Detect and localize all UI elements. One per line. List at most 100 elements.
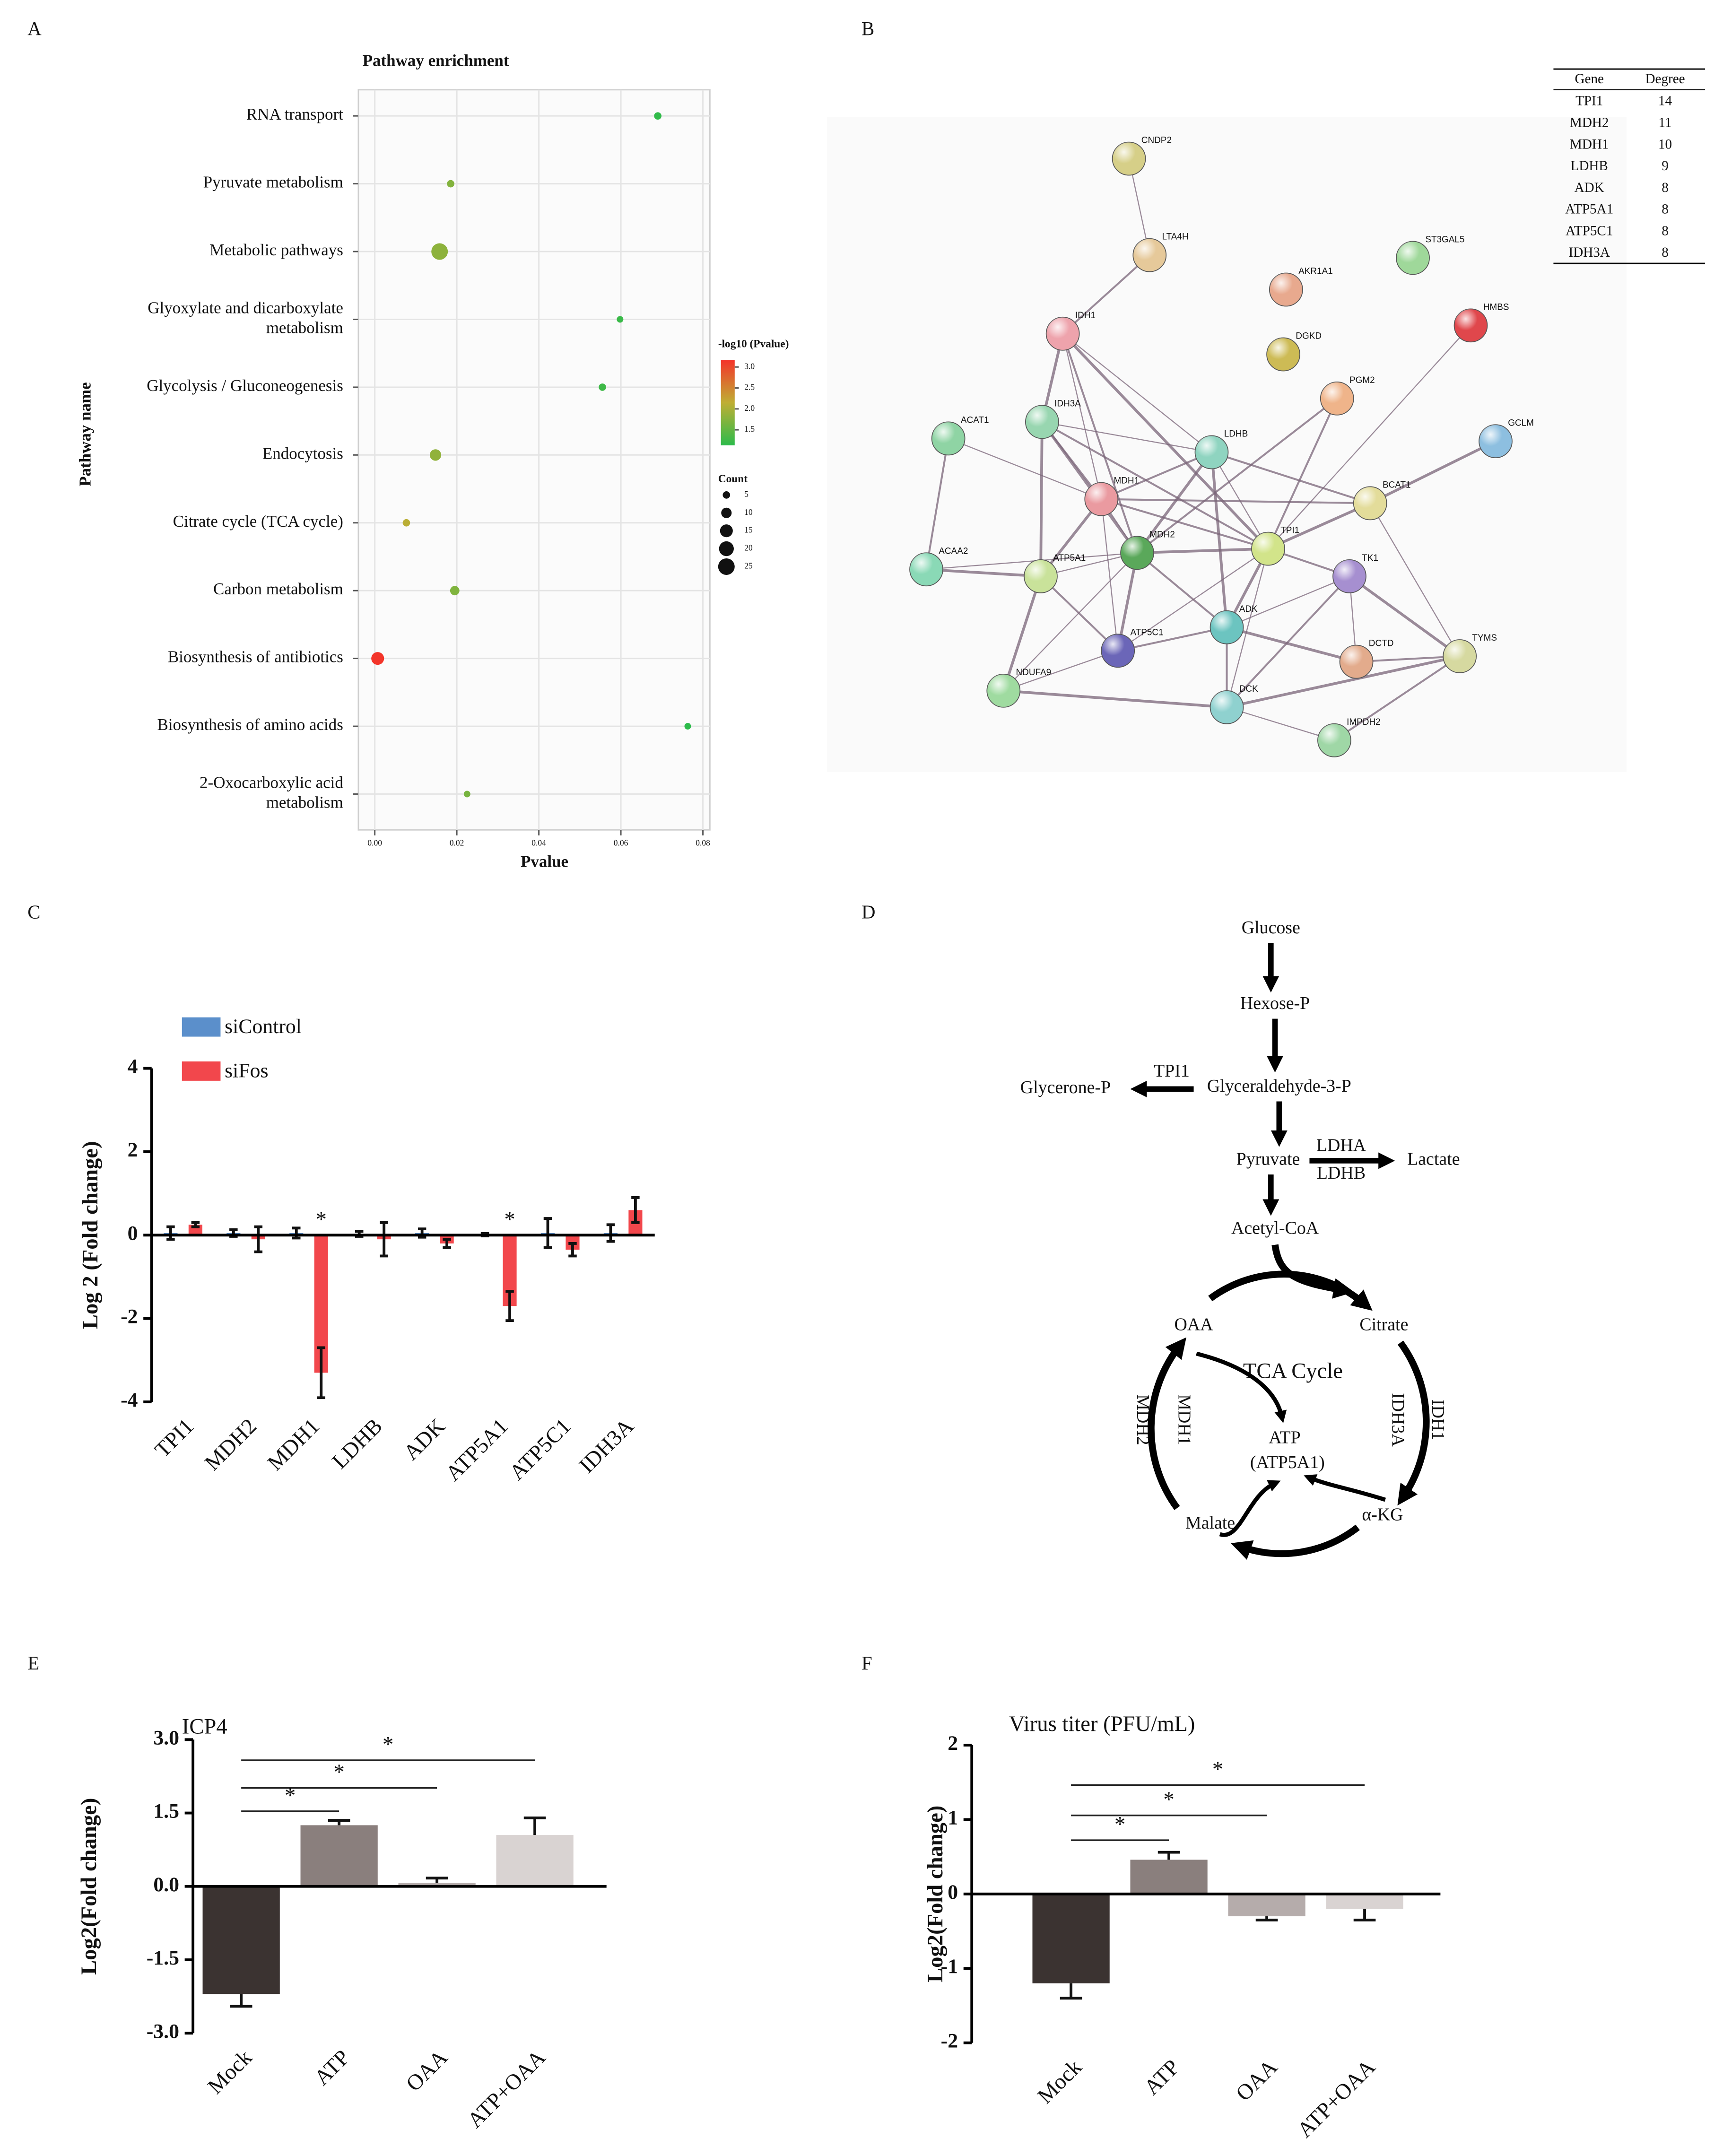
node-label: HMBS <box>1483 302 1509 312</box>
x-axis-label: Pvalue <box>521 852 568 870</box>
network-edge <box>1226 575 1350 708</box>
colorbar <box>721 360 735 445</box>
network-edge <box>1268 325 1471 549</box>
metabolite: ATP <box>1269 1427 1300 1447</box>
y-tick-label: -3.0 <box>147 2020 179 2043</box>
network-edge <box>1003 650 1118 691</box>
network-edge <box>1211 451 1371 504</box>
bar <box>300 1825 378 1886</box>
metabolite: Lactate <box>1407 1149 1460 1169</box>
y-tick-label: -2 <box>941 2030 958 2052</box>
node-highlight <box>1133 238 1166 272</box>
size-legend-label: 10 <box>744 507 753 517</box>
table-cell: 11 <box>1659 115 1672 130</box>
node-label: ATP5C1 <box>1130 627 1163 637</box>
node-label: TPI1 <box>1280 526 1299 536</box>
bar <box>1326 1894 1403 1909</box>
table-cell: 10 <box>1658 137 1672 152</box>
colorbar-tick-label: 3.0 <box>744 361 755 371</box>
enzyme: LDHA <box>1316 1135 1366 1155</box>
table-cell: TPI1 <box>1575 94 1603 109</box>
node-highlight <box>1340 645 1373 678</box>
legend-label: siControl <box>225 1015 302 1038</box>
chart-title: Pathway enrichment <box>363 52 509 70</box>
node-label: DGKD <box>1296 331 1322 341</box>
network-edge <box>1101 451 1212 500</box>
network-edge <box>1062 254 1150 335</box>
legend-label: siFos <box>225 1059 268 1082</box>
y-tick-label: 2-Oxocarboxylic acid metabolism <box>200 774 343 812</box>
y-tick-label: Carbon metabolism <box>213 580 343 598</box>
x-tick-label: 0.02 <box>450 838 464 847</box>
y-tick-label: 0 <box>128 1222 138 1244</box>
y-tick-label: 0.0 <box>153 1873 179 1896</box>
pathway-arrow <box>1208 1270 1373 1311</box>
significance-label: * <box>383 1732 393 1757</box>
size-legend-marker <box>720 524 733 538</box>
pathway-arrow <box>1196 1351 1287 1423</box>
node-highlight <box>1025 405 1059 439</box>
y-axis-label: Pathway name <box>76 382 95 486</box>
network-edge <box>1349 575 1461 658</box>
x-tick-label: 0.08 <box>696 838 710 847</box>
node-label: PGM2 <box>1349 375 1375 385</box>
y-tick-label: 1.5 <box>153 1800 179 1823</box>
y-tick-label: -4 <box>121 1389 138 1411</box>
table-cell: ADK <box>1575 180 1604 195</box>
node-label: TYMS <box>1472 633 1497 643</box>
table-cell: MDH2 <box>1570 115 1609 130</box>
network-edge <box>1039 422 1044 576</box>
bar <box>1130 1860 1208 1894</box>
point <box>654 112 661 120</box>
node-label: CNDP2 <box>1141 136 1172 146</box>
significance-label: * <box>1212 1757 1223 1782</box>
point <box>617 316 624 323</box>
node-highlight <box>1210 610 1244 644</box>
significance-label: * <box>333 1760 344 1784</box>
colorbar-tick-label: 2.5 <box>744 383 755 392</box>
panel-label: A <box>27 18 42 39</box>
network-edge <box>1101 498 1269 550</box>
bar <box>496 1835 574 1886</box>
node-label: MDH2 <box>1149 530 1175 539</box>
network-edge <box>1117 548 1269 652</box>
panel-label: E <box>27 1652 39 1674</box>
panel-label: C <box>27 901 40 922</box>
network-edge <box>1333 655 1461 741</box>
node-label: IMPDH2 <box>1347 717 1381 727</box>
network-edge <box>1136 451 1213 554</box>
size-legend-marker <box>719 541 734 556</box>
metabolite: Glycerone-P <box>1020 1078 1111 1097</box>
metabolite: α-KG <box>1362 1505 1403 1525</box>
node-label: TK1 <box>1362 553 1378 563</box>
node-label: BCAT1 <box>1383 480 1411 490</box>
colorbar-title: -log10 (Pvalue) <box>718 338 789 350</box>
node-highlight <box>1121 536 1154 570</box>
node-label: IDH3A <box>1054 399 1081 409</box>
point <box>599 383 606 391</box>
node-highlight <box>1046 317 1079 350</box>
point <box>463 791 470 798</box>
network-edge <box>1356 655 1460 663</box>
table-cell: 8 <box>1662 180 1669 195</box>
node-highlight <box>1454 309 1488 342</box>
network-edge <box>1041 421 1269 550</box>
table-cell: 9 <box>1662 158 1669 174</box>
y-tick-label: RNA transport <box>246 105 343 123</box>
significance-label: * <box>1163 1787 1174 1812</box>
enzyme: IDH3A <box>1388 1393 1408 1447</box>
table-cell: LDHB <box>1571 158 1608 174</box>
network-edge <box>1369 503 1461 657</box>
legend-swatch <box>182 1017 221 1037</box>
node-label: LTA4H <box>1162 232 1189 242</box>
node-highlight <box>1269 273 1303 306</box>
size-legend-title: Count <box>718 473 748 485</box>
node-highlight <box>1320 382 1354 415</box>
significance-label: * <box>316 1207 327 1232</box>
y-axis-label: Log 2 (Fold change) <box>78 1141 103 1330</box>
node-label: ST3GAL5 <box>1425 235 1464 245</box>
colorbar-tick-label: 2.0 <box>744 403 755 413</box>
node-label: AKR1A1 <box>1298 267 1333 277</box>
